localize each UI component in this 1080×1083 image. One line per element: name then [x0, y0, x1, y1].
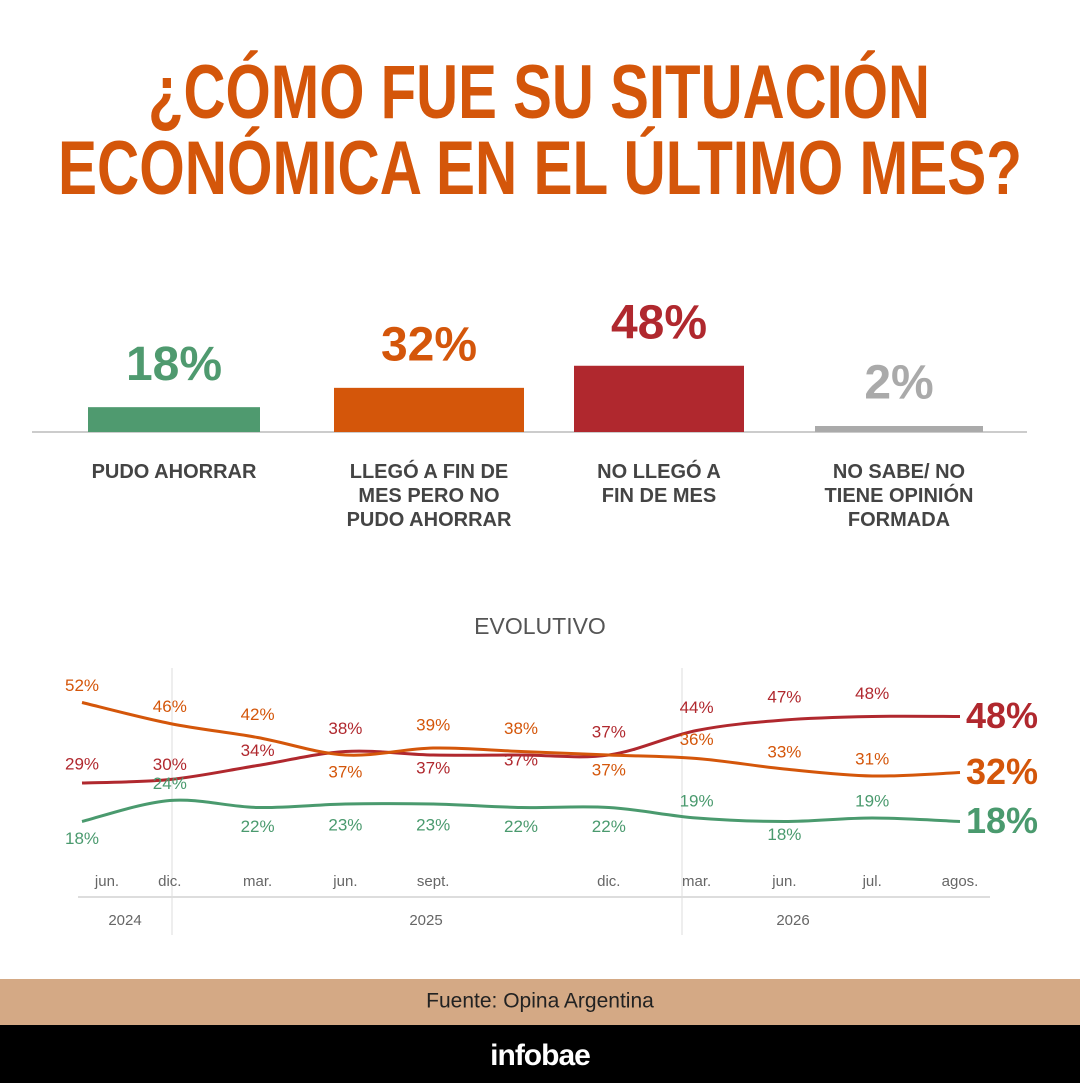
data-label: 29% [65, 754, 99, 773]
x-tick-label: jul. [862, 873, 882, 890]
line-series [81, 714, 961, 785]
data-label: 37% [592, 722, 626, 741]
end-value-label: 32% [966, 751, 1038, 792]
bar-value-label: 18% [126, 338, 222, 391]
data-label: 23% [416, 815, 450, 834]
year-label: 2026 [776, 912, 809, 929]
x-tick-label: dic. [597, 873, 620, 890]
end-value-label: 18% [966, 800, 1038, 841]
x-tick-label: jun. [332, 873, 357, 890]
data-label: 37% [504, 750, 538, 769]
data-label: 38% [328, 719, 362, 738]
bar-value-label: 48% [611, 296, 707, 349]
data-label: 19% [680, 791, 714, 810]
line-series [81, 798, 961, 824]
data-label: 34% [241, 741, 275, 760]
data-label: 39% [416, 715, 450, 734]
x-tick-label: jun. [94, 873, 119, 890]
line-series [81, 701, 961, 778]
data-label: 42% [241, 705, 275, 724]
category-label: NO SABE/ NO TIENE OPINIÓN FORMADA [824, 461, 974, 531]
x-tick-label: mar. [243, 873, 272, 890]
end-value-label: 48% [966, 695, 1038, 736]
category-label: LLEGÓ A FIN DE MES PERO NO PUDO AHORRAR [346, 461, 512, 531]
data-label: 22% [504, 817, 538, 836]
bar-value-label: 32% [381, 319, 477, 372]
data-label: 31% [855, 749, 889, 768]
x-tick-label: dic. [158, 873, 181, 890]
data-label: 37% [328, 762, 362, 781]
bar [574, 365, 744, 432]
x-tick-label: mar. [682, 873, 711, 890]
category-label: NO LLEGÓ A FIN DE MES [597, 461, 721, 507]
data-label: 23% [328, 815, 362, 834]
data-label: 37% [416, 758, 450, 777]
source-band [0, 979, 1080, 1025]
bar [334, 387, 524, 432]
data-label: 30% [153, 755, 187, 774]
title-line: ECONÓMICA EN EL ÚLTIMO MES? [58, 126, 1022, 211]
year-label: 2025 [409, 912, 442, 929]
data-label: 52% [65, 676, 99, 695]
brand-logo: infobae [490, 1039, 590, 1072]
data-label: 33% [767, 742, 801, 761]
x-tick-label: sept. [417, 873, 450, 890]
year-label: 2024 [108, 912, 141, 929]
x-tick-label: agos. [942, 873, 979, 890]
data-label: 37% [592, 760, 626, 779]
bar [88, 407, 260, 432]
data-label: 46% [153, 697, 187, 716]
data-label: 22% [241, 817, 275, 836]
data-label: 38% [504, 719, 538, 738]
data-label: 24% [153, 774, 187, 793]
line-chart-title: EVOLUTIVO [474, 613, 606, 639]
source: Fuente: Opina Argentina [426, 990, 654, 1013]
data-label: 47% [767, 687, 801, 706]
data-label: 18% [767, 825, 801, 844]
x-tick-label: jun. [771, 873, 796, 890]
bar-value-label: 2% [864, 357, 933, 410]
data-label: 48% [855, 684, 889, 703]
data-label: 22% [592, 817, 626, 836]
title-line: ¿CÓMO FUE SU SITUACIÓN [148, 50, 930, 135]
category-label: PUDO AHORRAR [91, 461, 257, 483]
data-label: 18% [65, 829, 99, 848]
data-label: 44% [680, 698, 714, 717]
bar [815, 426, 983, 432]
data-label: 19% [855, 791, 889, 810]
brand-band [0, 1025, 1080, 1083]
data-label: 36% [680, 730, 714, 749]
